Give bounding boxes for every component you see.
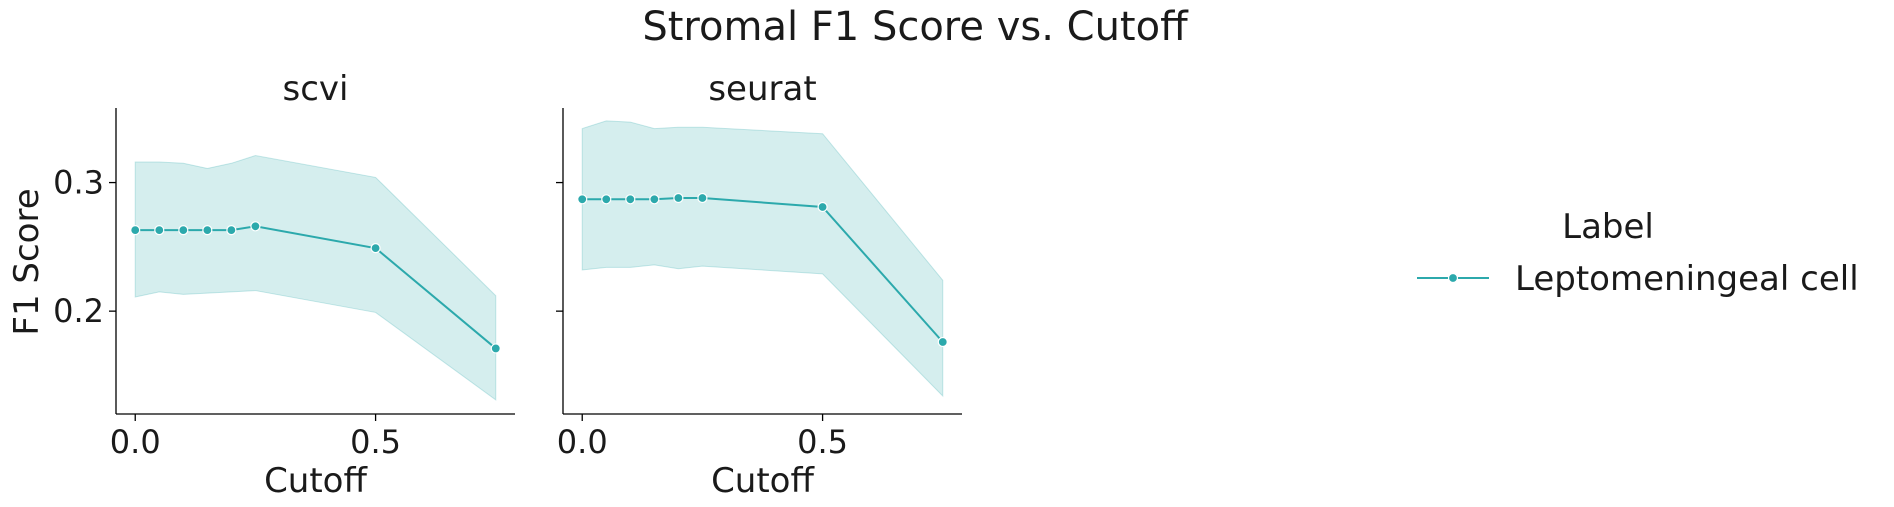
data-point xyxy=(202,225,213,236)
data-point xyxy=(577,194,588,205)
confidence-band xyxy=(581,120,944,398)
data-point xyxy=(490,343,501,354)
data-point xyxy=(673,192,684,204)
data-point xyxy=(697,192,708,204)
data-point xyxy=(649,194,660,205)
data-point xyxy=(178,225,189,236)
data-point xyxy=(250,221,261,232)
data-point xyxy=(154,225,165,236)
x-tick-label: 0.0 xyxy=(110,423,161,461)
y-tick-label: 0.2 xyxy=(53,292,104,330)
panel-scvi: scvi 0.0 0.5 0.2 0.3 Cutoff xyxy=(53,69,515,501)
confidence-band xyxy=(134,155,497,401)
x-tick-label: 0.0 xyxy=(557,423,608,461)
x-axis-label: Cutoff xyxy=(264,461,368,501)
x-tick-label: 0.5 xyxy=(797,423,848,461)
data-point xyxy=(370,243,381,254)
y-tick-label: 0.3 xyxy=(53,164,104,202)
legend-entry-label: Leptomeningeal cell xyxy=(1515,259,1859,299)
data-point xyxy=(601,194,612,205)
legend-title: Label xyxy=(1562,207,1654,247)
y-axis-label: F1 Score xyxy=(7,188,47,335)
legend: Label Leptomeningeal cell xyxy=(1417,207,1859,299)
panel-title: scvi xyxy=(283,69,349,109)
data-point xyxy=(130,225,141,236)
x-tick-label: 0.5 xyxy=(350,423,401,461)
data-point xyxy=(817,201,828,213)
data-point xyxy=(625,194,636,205)
data-point xyxy=(226,225,237,236)
x-axis-label: Cutoff xyxy=(711,461,815,501)
legend-point-marker xyxy=(1447,272,1459,284)
panel-title: seurat xyxy=(708,69,816,109)
data-point xyxy=(937,336,948,348)
chart-title: Stromal F1 Score vs. Cutoff xyxy=(642,4,1189,50)
